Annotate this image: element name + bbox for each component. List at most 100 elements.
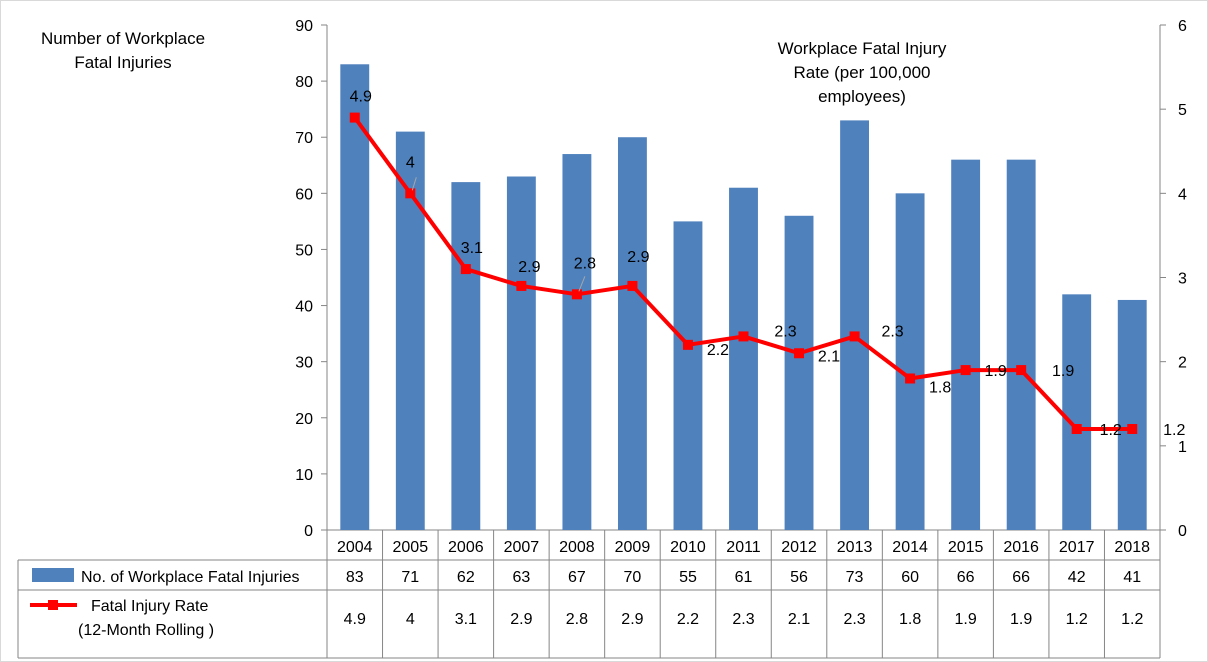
bar-2014 xyxy=(895,193,925,531)
rate-marker-2010 xyxy=(682,339,693,350)
table-bar-value-2016: 66 xyxy=(1012,569,1030,586)
bar-2009 xyxy=(617,137,647,530)
table-rate-value-2016: 1.9 xyxy=(1010,611,1032,628)
leader-line-2008 xyxy=(578,276,586,292)
rate-marker-2017 xyxy=(1071,424,1082,434)
table-bar-value-2014: 60 xyxy=(901,569,919,586)
left-tick-label: 60 xyxy=(295,186,313,203)
right-tick-label: 4 xyxy=(1178,186,1187,203)
rate-marker-2011 xyxy=(738,331,749,342)
table-rate-value-2005: 4 xyxy=(406,611,415,628)
category-label-2006: 2006 xyxy=(448,539,484,556)
table-bar-value-2004: 83 xyxy=(346,569,364,586)
legend-bar-swatch xyxy=(32,568,74,582)
bar-2015 xyxy=(951,159,981,530)
right-axis-title-line-3: employees) xyxy=(818,87,906,106)
right-tick-label: 0 xyxy=(1178,523,1187,540)
category-label-2008: 2008 xyxy=(559,539,595,556)
rate-marker-2012 xyxy=(794,348,805,359)
rate-data-label-2012: 2.1 xyxy=(818,348,840,365)
right-tick-label: 6 xyxy=(1178,18,1187,35)
table-rate-value-2017: 1.2 xyxy=(1066,611,1088,628)
table-rate-value-2014: 1.8 xyxy=(899,611,921,628)
bar-2008 xyxy=(562,154,592,531)
rate-data-label-2017: 1.2 xyxy=(1100,422,1122,439)
rate-data-label-2016: 1.9 xyxy=(1052,363,1074,380)
bar-2011 xyxy=(729,187,758,530)
rate-marker-2005 xyxy=(405,188,416,199)
category-label-2005: 2005 xyxy=(393,539,429,556)
legend-line-marker xyxy=(48,600,58,610)
rate-data-label-2004: 4.9 xyxy=(350,89,372,106)
bar-2013 xyxy=(840,120,870,530)
right-axis-title-line-1: Workplace Fatal Injury xyxy=(778,39,947,58)
category-label-2009: 2009 xyxy=(615,539,651,556)
left-tick-label: 50 xyxy=(295,242,313,259)
bar-series xyxy=(340,64,1147,531)
table-rate-value-2006: 3.1 xyxy=(455,611,477,628)
rate-marker-2018 xyxy=(1127,424,1138,434)
rate-data-label-2008: 2.8 xyxy=(574,255,596,272)
right-tick-label: 2 xyxy=(1178,355,1187,372)
legend-bar-label: No. of Workplace Fatal Injuries xyxy=(81,569,299,586)
left-tick-label: 20 xyxy=(295,411,313,428)
right-axis-title-line-2: Rate (per 100,000 xyxy=(793,63,930,82)
bar-2018 xyxy=(1117,299,1147,530)
table-bar-value-2018: 41 xyxy=(1123,569,1141,586)
left-tick-label: 90 xyxy=(295,18,313,35)
category-label-2018: 2018 xyxy=(1114,539,1150,556)
category-label-2012: 2012 xyxy=(781,539,817,556)
category-label-2004: 2004 xyxy=(337,539,373,556)
category-label-2017: 2017 xyxy=(1059,539,1095,556)
rate-marker-2007 xyxy=(516,280,527,291)
table-rate-value-2018: 1.2 xyxy=(1121,611,1143,628)
chart-text: Number of Workplace Fatal Injuries Workpla… xyxy=(41,29,947,106)
table-bar-value-2005: 71 xyxy=(401,569,419,586)
table-rate-value-2008: 2.8 xyxy=(566,611,588,628)
table-rate-value-2015: 1.9 xyxy=(955,611,977,628)
category-label-2015: 2015 xyxy=(948,539,984,556)
right-tick-label: 3 xyxy=(1178,271,1187,288)
rate-marker-2004 xyxy=(349,112,360,123)
legend-line-label-1: Fatal Injury Rate xyxy=(91,598,208,615)
left-tick-label: 30 xyxy=(295,355,313,372)
table-bar-value-2013: 73 xyxy=(846,569,864,586)
category-label-2011: 2011 xyxy=(726,539,761,556)
rate-data-label-2005: 4 xyxy=(406,154,415,171)
table-bar-value-2009: 70 xyxy=(624,569,642,586)
bar-2004 xyxy=(340,64,370,531)
left-axis-title-line-2: Fatal Injuries xyxy=(74,53,171,72)
table-bar-value-2011: 61 xyxy=(735,569,753,586)
right-tick-label: 5 xyxy=(1178,102,1187,119)
left-tick-label: 70 xyxy=(295,130,313,147)
table-rate-value-2011: 2.3 xyxy=(732,611,754,628)
rate-data-label-2015: 1.9 xyxy=(985,363,1007,380)
rate-marker-2008 xyxy=(571,289,582,300)
rate-line-series: 4.9 4 3.1 2.9 2.8 2.9 2.2 2.3 2.1 2.3 1.8 1.9 1.9 1.2… xyxy=(350,89,1186,439)
bar-2006 xyxy=(451,182,481,530)
rate-marker-2013 xyxy=(849,331,860,342)
category-label-2014: 2014 xyxy=(892,539,928,556)
table-bar-value-2006: 62 xyxy=(457,569,475,586)
left-tick-label: 80 xyxy=(295,74,313,91)
table-bar-value-2008: 67 xyxy=(568,569,586,586)
bar-2017 xyxy=(1062,294,1092,530)
left-tick-label: 0 xyxy=(304,523,313,540)
rate-data-label-2010: 2.2 xyxy=(707,342,729,359)
rate-data-label-2009: 2.9 xyxy=(627,249,649,266)
rate-marker-2016 xyxy=(1016,365,1027,376)
rate-data-label-2006: 3.1 xyxy=(461,240,483,257)
table-bar-value-2015: 66 xyxy=(957,569,975,586)
left-tick-label: 10 xyxy=(295,467,313,484)
bar-2016 xyxy=(1006,159,1036,530)
bar-2012 xyxy=(784,215,814,530)
rate-marker-2009 xyxy=(627,280,638,291)
table-bar-value-2007: 63 xyxy=(512,569,530,586)
category-label-2007: 2007 xyxy=(504,539,540,556)
rate-data-label-2011: 2.3 xyxy=(774,323,796,340)
legend-line-label-2: (12-Month Rolling ) xyxy=(78,622,214,639)
table-rate-value-2004: 4.9 xyxy=(344,611,366,628)
